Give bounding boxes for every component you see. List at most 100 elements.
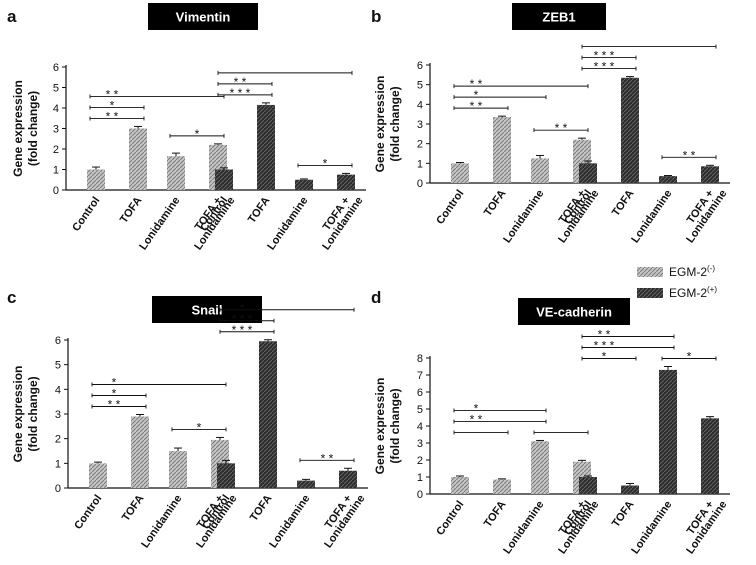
bar-EGM-2(-)-1 [493,479,511,494]
legend-label-egm2-plus: EGM-2(+) [669,285,717,300]
x-tick-label: Control [434,499,466,538]
significance-stars: * [474,401,479,415]
x-tick-label: TOFA [482,188,509,219]
significance-stars: * * * [232,312,253,326]
x-tick-label: Lonidamine [265,195,310,252]
bar-EGM-2(+)-1 [257,104,275,190]
y-tick-label: 7 [417,370,423,382]
bar-EGM-2(+)-2 [297,480,315,488]
chart-panel-d: d VE-cadherin 0 1 2 3 4 5 6 7 8 Gene expression (fol… [371,288,730,556]
significance-stars: * [112,386,117,400]
significance-stars: * * [106,87,119,101]
x-tick-label: TOFA [246,195,273,226]
x-tick-label: Lonidamine [137,195,182,252]
panel-letter: a [7,7,17,26]
bar-EGM-2(+)-2 [659,176,677,183]
y-axis-label: (fold change) [26,376,40,451]
x-tick-label: Lonidamine [139,493,184,550]
y-tick-label: 1 [417,472,423,484]
y-axis-label: Gene expression [11,80,25,177]
y-tick-label: 4 [53,103,59,115]
y-tick-label: 3 [417,119,423,131]
panel-title-box [518,298,630,325]
y-tick-label: 6 [417,60,423,72]
bar-EGM-2(+)-0 [579,477,597,494]
significance-stars: * * [470,77,483,91]
x-tick-label: Control [72,493,104,532]
significance-stars: * * [108,397,121,411]
y-axis-label: (fold change) [26,91,40,166]
significance-stars: * [323,156,328,170]
panel-title: Vimentin [176,10,231,25]
panel-title-box [512,3,606,30]
y-axis-label: (fold change) [388,388,402,463]
significance-stars: * [602,350,607,364]
x-tick-label: TOFA [610,188,637,219]
panel-letter: d [371,288,381,307]
bar-EGM-2(-)-1 [131,416,149,488]
significance-stars: * [112,375,117,389]
significance-stars: * * [234,75,247,89]
bar-EGM-2(-)-0 [87,169,105,190]
significance-stars: * * [470,412,483,426]
bar-EGM-2(-)-0 [451,477,469,494]
bar-EGM-2(+)-0 [217,463,235,488]
significance-stars: * * * [594,60,615,74]
y-tick-label: 5 [55,360,61,372]
significance-stars: * [195,127,200,141]
y-tick-label: 4 [417,421,423,433]
bar-EGM-2(-)-1 [493,117,511,183]
significance-stars: * * * [230,86,251,100]
panel-title: Snail [191,303,222,318]
y-tick-label: 4 [417,99,423,111]
bar-EGM-2(-)-1 [129,128,147,190]
y-tick-label: 0 [417,489,423,501]
y-tick-label: 5 [417,80,423,92]
significance-stars: * * [321,451,334,465]
bar-EGM-2(+)-3 [701,166,719,183]
significance-stars: * * [555,121,568,135]
bar-EGM-2(+)-2 [659,369,677,494]
significance-stars: * * [470,99,483,113]
significance-stars: * * * [594,339,615,353]
significance-stars: * [687,350,692,364]
y-tick-label: 3 [55,409,61,421]
bar-EGM-2(+)-1 [621,485,639,494]
y-tick-label: 6 [55,335,61,347]
x-tick-label: Lonidamine [629,499,674,556]
x-tick-label: Control [434,188,466,227]
bar-EGM-2(+)-1 [621,77,639,183]
panel-title-box [148,3,258,30]
x-tick-label: Lonidamine [267,493,312,550]
y-tick-label: 6 [53,62,59,74]
bar-EGM-2(-)-2 [531,441,549,494]
y-tick-label: 1 [55,458,61,470]
y-tick-label: 3 [53,124,59,136]
panel-title: ZEB1 [542,10,575,25]
y-tick-label: 0 [53,185,59,197]
significance-stars: * * [106,109,119,123]
y-tick-label: 1 [53,165,59,177]
x-tick-label: Control [70,195,102,234]
y-tick-label: 0 [55,483,61,495]
y-tick-label: 2 [53,144,59,156]
x-tick-label: Lonidamine [501,188,546,245]
panel-title: VE-cadherin [536,305,612,320]
y-tick-label: 5 [53,83,59,95]
bar-EGM-2(-)-2 [167,156,185,190]
significance-stars: * * * [232,323,253,337]
bar-EGM-2(+)-3 [701,418,719,494]
x-tick-label: TOFA [120,493,147,524]
y-axis-label: (fold change) [388,86,402,161]
bar-EGM-2(-)-0 [451,163,469,183]
significance-stars: * [240,301,245,315]
legend-swatch-egm2-minus [637,267,663,277]
y-tick-label: 2 [55,434,61,446]
panel-letter: b [371,7,381,26]
significance-stars: * [197,420,202,434]
y-tick-label: 5 [417,404,423,416]
bar-EGM-2(+)-0 [215,169,233,190]
significance-stars: * * * [594,49,615,63]
bar-EGM-2(-)-2 [531,158,549,183]
chart-panel-c: c Snail 0 1 2 3 4 5 6 Gene expression (fold change… [7,288,368,550]
